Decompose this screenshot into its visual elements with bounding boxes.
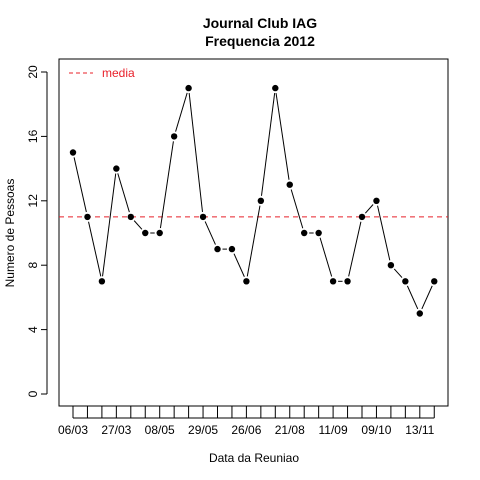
x-tick-label: 21/08 bbox=[275, 423, 305, 437]
data-point bbox=[387, 262, 395, 269]
chart-subtitle: Frequencia 2012 bbox=[205, 33, 315, 49]
series-segment bbox=[246, 205, 261, 277]
data-point bbox=[127, 213, 134, 221]
series-segment bbox=[377, 205, 391, 261]
y-axis-label: Numero de Pessoas bbox=[3, 179, 17, 288]
data-point bbox=[373, 197, 380, 204]
x-axis-label: Data da Reuniao bbox=[209, 451, 299, 465]
data-point bbox=[199, 213, 207, 221]
data-point bbox=[329, 278, 337, 285]
series-segment bbox=[406, 285, 419, 310]
x-tick-label: 09/10 bbox=[361, 423, 391, 437]
data-point bbox=[315, 229, 322, 237]
series-segment bbox=[290, 189, 304, 229]
data-point bbox=[228, 245, 236, 253]
data-point bbox=[301, 229, 308, 237]
series-segment bbox=[348, 221, 362, 277]
data-point bbox=[286, 181, 293, 188]
series-segment bbox=[133, 220, 143, 230]
series-segment bbox=[117, 173, 130, 213]
data-point bbox=[156, 229, 163, 237]
series-segment bbox=[175, 92, 188, 132]
legend-media-label: media bbox=[102, 66, 135, 80]
data-point bbox=[214, 245, 221, 253]
series-segment bbox=[188, 93, 203, 212]
series-segment bbox=[159, 141, 174, 229]
series-segment bbox=[421, 285, 433, 310]
data-point bbox=[358, 213, 366, 221]
series-segment bbox=[393, 268, 403, 278]
y-tick-label: 8 bbox=[26, 262, 40, 269]
data-point bbox=[416, 310, 423, 317]
y-axis: 0 4 8 12 16 20 bbox=[26, 65, 48, 397]
y-tick-label: 16 bbox=[26, 129, 40, 143]
data-points bbox=[69, 84, 438, 317]
series-line-group bbox=[73, 92, 433, 310]
chart-title: Journal Club IAG bbox=[203, 15, 317, 31]
data-point bbox=[113, 165, 120, 172]
series-segment bbox=[88, 221, 102, 277]
x-tick-label: 13/11 bbox=[405, 423, 434, 437]
data-point bbox=[98, 278, 106, 285]
data-point bbox=[272, 84, 279, 92]
data-point bbox=[257, 197, 265, 204]
series-segment bbox=[275, 92, 290, 180]
series-segment bbox=[204, 221, 216, 245]
x-axis: 06/03 27/03 08/05 29/05 26/06 21/08 11/09 09/10… bbox=[58, 406, 435, 437]
data-point bbox=[170, 133, 178, 140]
series-segment bbox=[73, 157, 87, 213]
series-segment bbox=[364, 204, 374, 214]
data-point bbox=[69, 149, 77, 156]
series-segment bbox=[102, 173, 117, 277]
data-point bbox=[344, 278, 351, 285]
x-tick-label: 29/05 bbox=[188, 423, 218, 437]
data-point bbox=[185, 84, 192, 92]
data-point bbox=[84, 213, 91, 221]
x-tick-label: 06/03 bbox=[58, 423, 88, 437]
y-tick-label: 20 bbox=[26, 65, 40, 79]
plot-frame bbox=[58, 58, 449, 407]
series-segment bbox=[233, 253, 245, 277]
y-tick-label: 12 bbox=[26, 194, 40, 208]
data-point bbox=[431, 278, 438, 285]
x-tick-label: 26/06 bbox=[231, 423, 261, 437]
x-tick-label: 11/09 bbox=[319, 423, 348, 437]
y-tick-label: 4 bbox=[26, 326, 40, 333]
data-point bbox=[243, 278, 250, 285]
data-point bbox=[142, 229, 149, 237]
series-segment bbox=[260, 92, 276, 196]
x-tick-label: 27/03 bbox=[101, 423, 131, 437]
y-tick-label: 0 bbox=[26, 390, 40, 397]
series-segment bbox=[319, 237, 333, 277]
data-point bbox=[402, 278, 409, 285]
x-tick-label: 08/05 bbox=[145, 423, 175, 437]
legend: media bbox=[69, 66, 135, 80]
